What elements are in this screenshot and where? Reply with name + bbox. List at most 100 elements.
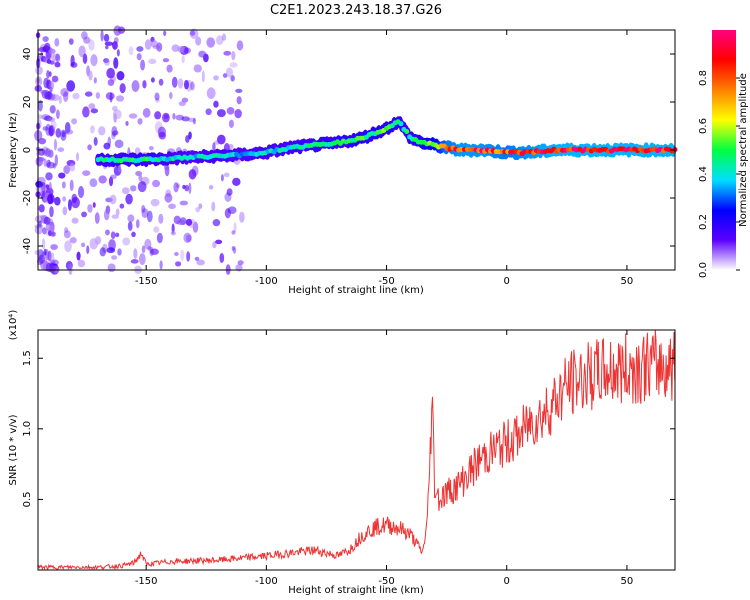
- spectrogram-noise-cell: [78, 45, 86, 58]
- spectrogram-noise-cell: [47, 194, 54, 205]
- spectrogram-noise-cell: [46, 218, 54, 226]
- spectrogram-noise-cell: [193, 64, 202, 73]
- spectrogram-y-tick-label: 40: [22, 48, 33, 61]
- spectrogram-noise-cell: [90, 125, 95, 134]
- spectrogram-noise-cell: [81, 211, 88, 218]
- spectrogram-noise-cell: [155, 97, 160, 103]
- spectrogram-noise-cell: [183, 47, 192, 54]
- spectrogram-noise-cell: [156, 232, 163, 244]
- spectrogram-noise-cell: [64, 129, 74, 135]
- spectrogram-noise-cell: [63, 230, 71, 239]
- spectrogram-noise-cell: [147, 246, 152, 251]
- spectrogram-noise-cell: [234, 109, 242, 119]
- spectrogram-noise-cell: [186, 234, 192, 243]
- spectrogram-noise-cell: [44, 91, 53, 100]
- spectrogram-noise-cell: [115, 208, 120, 216]
- spectrogram-noise-cell: [64, 121, 71, 134]
- spectrogram-noise-cell: [40, 214, 47, 219]
- spectrogram-noise-cell: [98, 175, 107, 184]
- spectrogram-x-tick-label: -50: [378, 276, 394, 287]
- spectrogram-noise-cell: [111, 105, 118, 112]
- spectrogram-noise-cell: [49, 60, 55, 65]
- spectrogram-noise-cell: [82, 106, 90, 118]
- spectrogram-noise-cell: [221, 33, 227, 41]
- spectrogram-noise-cell: [55, 128, 62, 138]
- spectrogram-noise-cell: [217, 134, 226, 145]
- spectrogram-noise-cell: [103, 58, 110, 64]
- spectrogram-noise-cell: [56, 109, 60, 120]
- snr-x-axis: -150 -100 -50 0 50: [135, 330, 633, 587]
- chart-title: C2E1.2023.243.18.37.G26: [270, 3, 442, 18]
- colorbar-ticks: 0.0 0.2 0.4 0.6 0.8: [698, 70, 740, 278]
- spectrogram-noise-cell: [198, 203, 203, 209]
- spectrogram-noise-cell: [106, 67, 115, 79]
- spectrogram-noise-cell: [168, 203, 176, 209]
- spectrogram-noise-cell: [163, 164, 170, 171]
- spectrogram-noise-cell: [103, 209, 110, 221]
- spectrogram-noise-cell: [34, 225, 44, 235]
- spectrogram-noise-cell: [192, 221, 199, 233]
- spectrogram-noise-cell: [139, 253, 146, 266]
- spectrogram-noise-cell: [119, 203, 125, 209]
- spectrogram-x-tick-label: 50: [621, 276, 634, 287]
- spectrogram-noise-cell: [187, 117, 196, 123]
- spectrogram-noise-cell: [154, 92, 160, 101]
- spectrogram-noise-cell: [121, 187, 130, 195]
- spectrogram-x-axis: -150 -100 -50 0 50: [135, 30, 633, 287]
- spectrogram-noise-cell: [195, 207, 201, 213]
- spectrogram-noise-cell: [50, 244, 58, 250]
- spectrogram-noise-cell: [49, 206, 54, 218]
- spectrogram-noise-cell: [109, 194, 117, 205]
- spectrogram-noise-cell: [103, 142, 111, 150]
- spectrogram-noise-cell: [226, 188, 233, 196]
- spectrogram-noise-cell: [43, 248, 47, 256]
- spectrogram-noise-cell: [236, 40, 244, 51]
- spectrogram-noise-cell: [152, 179, 161, 188]
- spectrogram-noise-cell: [111, 255, 118, 260]
- spectrogram-noise-cell: [82, 170, 91, 176]
- spectrogram-noise-cell: [81, 242, 86, 248]
- spectrogram-noise-cell: [60, 129, 67, 141]
- spectrogram-noise-cell: [62, 206, 68, 216]
- spectrogram-noise-cell: [107, 136, 112, 147]
- spectrogram-ridge-cell: [404, 128, 410, 134]
- snr-y-multiplier: (x10⁴): [8, 310, 19, 341]
- spectrogram-noise-cell: [100, 29, 104, 42]
- spectrogram-noise-cell: [38, 220, 42, 228]
- spectrogram-noise-cell: [119, 83, 126, 94]
- spectrogram-noise-cell: [173, 182, 179, 193]
- snr-y-axis: 0.5 1.0 1.5: [22, 350, 675, 507]
- spectrogram-noise-cell: [226, 107, 235, 115]
- spectrogram-noise-cell: [62, 196, 67, 202]
- spectrogram-noise-cell: [225, 67, 234, 78]
- spectrogram-x-label: Height of straight line (km): [288, 285, 424, 296]
- spectrogram-noise-cell: [71, 197, 80, 209]
- spectrogram-noise-cell: [69, 179, 74, 192]
- spectrogram-noise-cell: [153, 226, 160, 233]
- spectrogram-noise-cell: [71, 217, 79, 224]
- spectrogram-noise-cell: [206, 37, 216, 48]
- spectrogram-noise-cell: [72, 92, 80, 100]
- spectrogram-noise-cell: [179, 200, 189, 206]
- colorbar: 0.0 0.2 0.4 0.6 0.8 Normalized spectral ampl…: [698, 30, 749, 278]
- spectrogram-noise-cell: [181, 116, 190, 122]
- spectrogram-noise-cell: [185, 135, 190, 143]
- spectrogram-noise-cell: [189, 28, 199, 39]
- spectrogram-noise-cell: [212, 241, 217, 249]
- spectrogram-noise-cell: [166, 64, 173, 73]
- spectrogram-noise-cell: [232, 177, 241, 187]
- spectrogram-noise-cell: [42, 126, 49, 131]
- spectrogram-noise-cell: [71, 118, 78, 125]
- spectrogram-noise-cell: [125, 193, 133, 205]
- spectrogram-noise-cell: [47, 93, 56, 101]
- spectrogram-noise-cell: [213, 75, 219, 81]
- spectrogram-noise-cell: [136, 46, 144, 52]
- spectrogram-noise-cell: [188, 182, 192, 194]
- spectrogram-x-tick-label: -100: [255, 276, 278, 287]
- spectrogram-noise-cell: [103, 58, 110, 66]
- snr-x-tick-label: 50: [621, 576, 634, 587]
- spectrogram-noise-cell: [141, 204, 146, 213]
- spectrogram-noise-cell: [125, 121, 129, 126]
- spectrogram-noise-cell: [42, 227, 47, 235]
